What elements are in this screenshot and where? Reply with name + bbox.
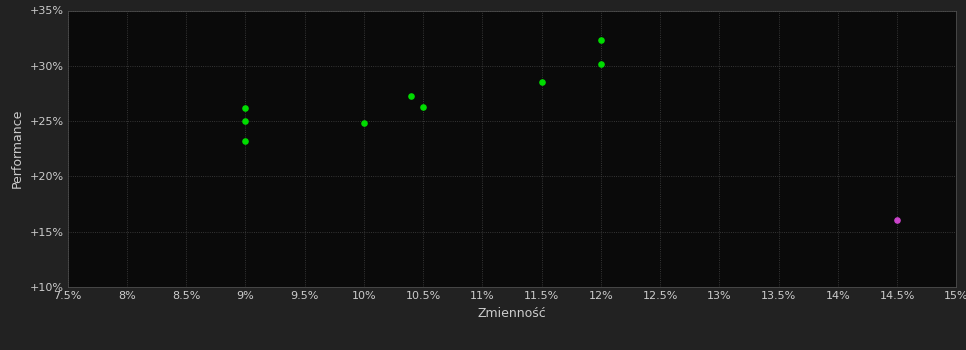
Point <box>534 79 550 85</box>
Point <box>890 217 905 222</box>
Point <box>593 37 609 43</box>
Point <box>415 104 431 110</box>
Point <box>404 93 419 98</box>
Point <box>238 138 253 144</box>
Point <box>238 105 253 111</box>
X-axis label: Zmienność: Zmienność <box>477 307 547 320</box>
Point <box>356 120 372 126</box>
Point <box>238 118 253 124</box>
Y-axis label: Performance: Performance <box>11 109 24 188</box>
Point <box>593 61 609 66</box>
